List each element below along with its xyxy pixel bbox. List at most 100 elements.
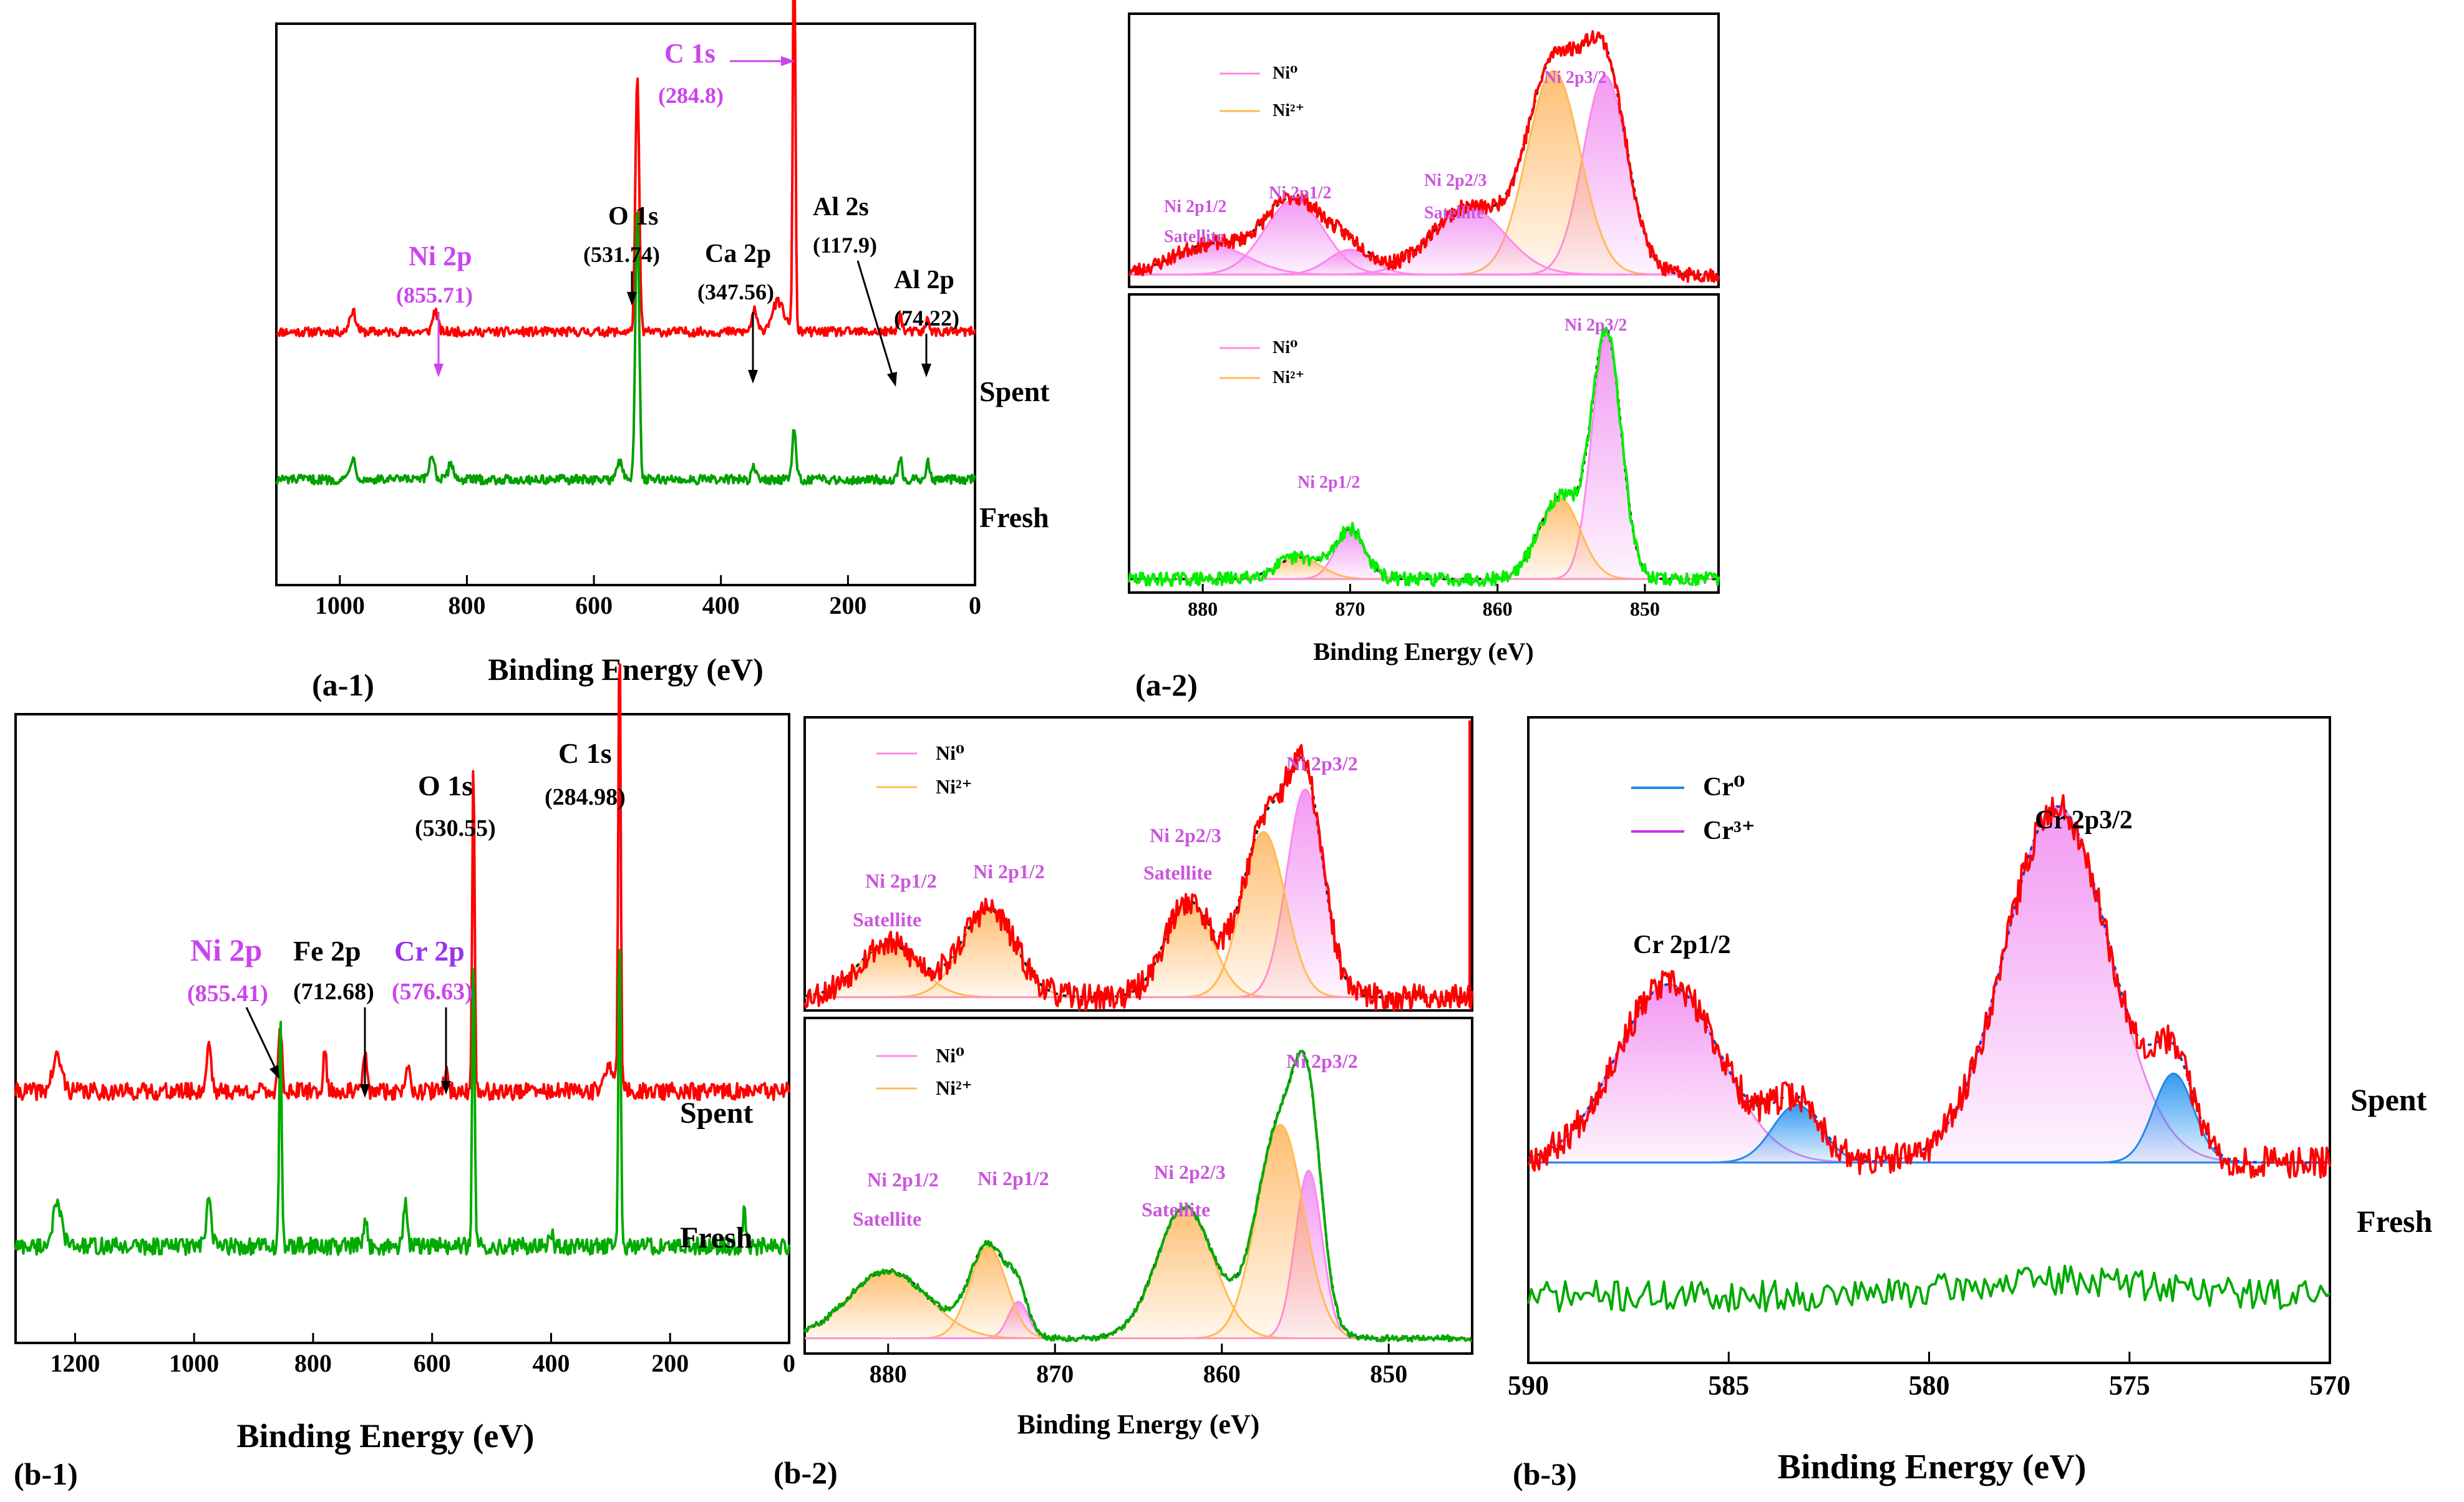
fit-component-area	[805, 944, 1472, 997]
annotation-label: O 1s	[418, 770, 473, 802]
legend-label: Cr³⁺	[1703, 816, 1755, 845]
x-axis-title: Binding Energy (eV)	[1017, 1409, 1260, 1440]
peak-label: Ni 2p1/2	[865, 870, 937, 892]
peak-label: Ni 2p1/2	[1164, 197, 1226, 216]
peak-labels-top: Ni 2p3/2 Ni 2p2/3 Satellite Ni 2p1/2 Ni …	[853, 752, 1358, 931]
peak-label: Cr 2p3/2	[2035, 806, 2133, 835]
series-line-spent	[276, 0, 976, 338]
x-tick-label: 800	[448, 591, 485, 619]
series-line-fresh	[14, 949, 790, 1256]
x-axis: 880 870 860 850	[1188, 584, 1660, 620]
annotation-label: Cr 2p	[394, 935, 465, 967]
panel-b-2: 880 870 860 850 Ni⁰ Ni²⁺ Ni 2p3/2 Ni 2p2/3 …	[774, 716, 1473, 1490]
annotation-label: Al 2p	[894, 266, 954, 294]
x-tick-label: 600	[575, 591, 613, 619]
peak-label: Cr 2p1/2	[1633, 931, 1731, 959]
x-tick-label: 1000	[169, 1349, 219, 1377]
x-tick-label: 860	[1483, 598, 1513, 620]
annotation-value: (284.98)	[545, 784, 626, 810]
spectra	[14, 663, 790, 1256]
series-label-fresh: Fresh	[680, 1221, 752, 1254]
series-label-spent: Spent	[979, 375, 1050, 407]
legend-label: Cr⁰	[1703, 773, 1745, 802]
x-axis-title: Binding Energy (eV)	[1778, 1448, 2087, 1486]
annotation-value: (117.9)	[813, 233, 877, 258]
panel-a-1: 1000 800 600 400 200 0 C 1s (284.8) O 1s (531…	[275, 0, 1050, 702]
fit-component-area	[1528, 984, 2330, 1163]
annotation-arrowhead	[360, 1084, 370, 1098]
legend-top: Ni⁰ Ni²⁺	[876, 742, 972, 798]
x-tick-label: 400	[532, 1349, 570, 1377]
legend: Cr⁰ Cr³⁺	[1631, 773, 1755, 845]
fit-component-area	[805, 1207, 1472, 1339]
legend-label: Ni²⁺	[936, 775, 972, 798]
panel-b-3: 590 585 580 575 570 Cr⁰ Cr³⁺ Cr 2p3/2 Cr 2p1…	[1508, 716, 2432, 1491]
legend-label: Ni⁰	[1273, 338, 1297, 357]
peak-labels-bottom: Ni 2p3/2 Ni 2p1/2	[1297, 316, 1627, 492]
measured-spectrum	[803, 1050, 1473, 1343]
x-tick-label: 585	[1708, 1370, 1749, 1401]
peak-label: Ni 2p1/2	[867, 1168, 939, 1191]
series-label-fresh: Fresh	[979, 501, 1049, 533]
x-axis: 1200 1000 800 600 400 200 0	[50, 1333, 795, 1377]
annotation-arrowhead	[441, 1081, 451, 1095]
fit-component-area	[805, 1125, 1472, 1339]
x-tick-label: 575	[2109, 1370, 2150, 1401]
peak-label: Ni 2p2/3	[1154, 1161, 1226, 1183]
measured-spectrum	[1128, 326, 1720, 588]
x-tick-label: 870	[1036, 1360, 1074, 1388]
annotation-value: (855.71)	[396, 283, 473, 308]
x-tick-label: 870	[1335, 598, 1365, 620]
fit-component-area	[805, 789, 1472, 997]
fit-component-area	[1129, 498, 1719, 579]
annotation-arrow	[856, 260, 893, 375]
legend-label: Ni²⁺	[1273, 101, 1304, 120]
annotation-value: (855.41)	[187, 981, 268, 1007]
peak-label: Satellite	[1142, 1198, 1210, 1221]
annotation-arrowhead	[921, 364, 931, 377]
peak-label: Satellite	[1164, 227, 1224, 246]
fit-component-area	[1129, 200, 1719, 275]
peak-label: Ni 2p2/3	[1424, 171, 1487, 190]
annotation-arrowhead	[781, 56, 795, 66]
plot-frame-top	[803, 716, 1473, 1012]
x-tick-label: 860	[1203, 1360, 1241, 1388]
measured-spectrum	[803, 744, 1473, 1012]
annotation-value: (347.56)	[697, 279, 774, 304]
panel-label: (b-1)	[14, 1456, 78, 1491]
panel-label: (b-2)	[774, 1455, 838, 1490]
annotation-value: (284.8)	[658, 83, 724, 108]
fit-plot-top	[1128, 30, 1720, 283]
x-axis-title: Binding Energy (eV)	[488, 652, 764, 687]
plot-frame-bottom	[1128, 293, 1720, 594]
plot-frame-bottom	[803, 1017, 1473, 1355]
x-tick-label: 600	[414, 1349, 451, 1377]
fit-component-area	[805, 1271, 1472, 1339]
annotation-label: Al 2s	[813, 193, 869, 221]
peak-label: Ni 2p1/2	[1297, 473, 1360, 492]
annotations: C 1s (284.8) O 1s (531.74) Ca 2p (347.56…	[396, 38, 959, 387]
peak-label: Ni 2p2/3	[1150, 824, 1221, 846]
x-tick-label: 200	[651, 1349, 689, 1377]
annotation-label: O 1s	[608, 202, 659, 231]
series-line-fresh	[275, 211, 976, 486]
annotation-arrowhead	[887, 372, 897, 387]
annotation-value: (531.74)	[583, 242, 660, 267]
plot-frame	[14, 713, 790, 1344]
annotation-label: C 1s	[664, 38, 715, 69]
panel-label: (a-1)	[312, 667, 374, 702]
plot-frame	[275, 22, 976, 586]
fit-plot-bottom	[803, 1050, 1473, 1343]
x-tick-label: 200	[829, 591, 866, 619]
annotation-label: Ni 2p	[190, 933, 262, 967]
peak-label: Ni 2p3/2	[1286, 752, 1358, 775]
x-tick-label: 590	[1508, 1370, 1549, 1401]
panel-a-2: 880 870 860 850 Ni⁰ Ni²⁺ Ni 2p3/2 Ni 2p2/3 …	[1128, 12, 1720, 702]
panel-label: (b-3)	[1513, 1456, 1577, 1491]
legend-label: Ni²⁺	[1273, 368, 1304, 387]
x-tick-label: 850	[1630, 598, 1660, 620]
series-label-spent: Spent	[2350, 1082, 2427, 1117]
peak-label: Ni 2p3/2	[1544, 68, 1606, 87]
x-tick-label: 880	[870, 1360, 907, 1388]
series-line-fresh	[1527, 1264, 2331, 1313]
